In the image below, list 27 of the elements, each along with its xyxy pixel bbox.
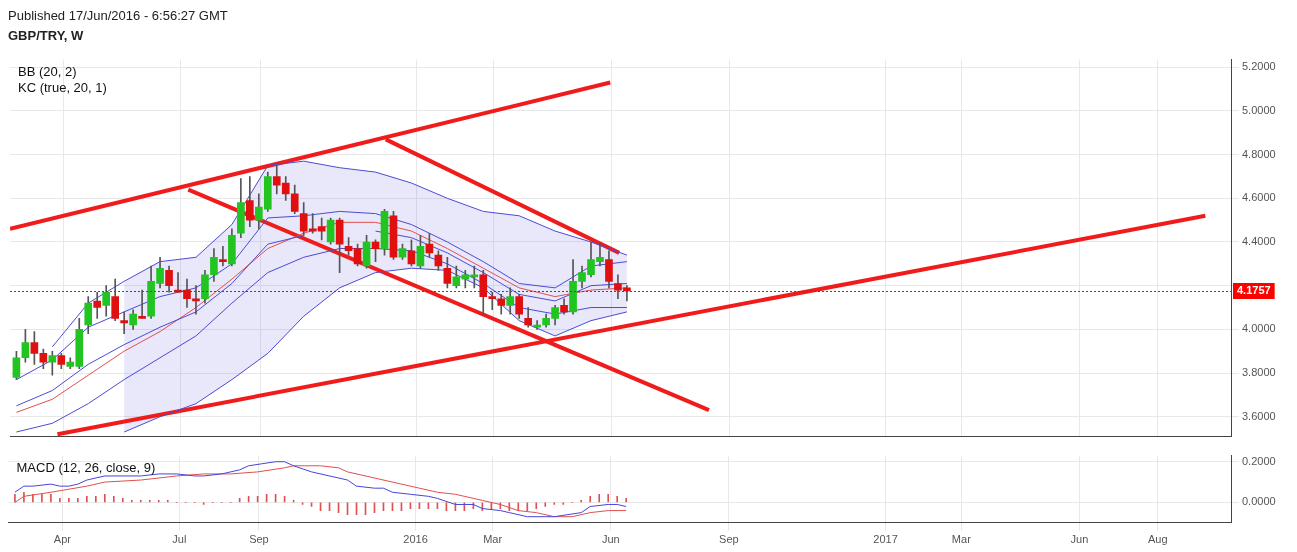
y-tick-label: 3.6000 <box>1242 409 1276 422</box>
x-tick-label: Jun <box>1070 533 1089 546</box>
x-tick-label: 2017 <box>873 533 898 546</box>
annotation: BB (20, 2) <box>18 63 77 79</box>
y-tick-label: 4.4000 <box>1242 235 1276 248</box>
x-tick-label: Jul <box>172 533 187 546</box>
annotation: KC (true, 20, 1) <box>18 79 107 95</box>
y-tick-label: 3.8000 <box>1242 366 1276 379</box>
y-tick-label: 0.0000 <box>1242 495 1276 508</box>
x-tick-label: Sep <box>249 533 269 546</box>
chart-title: GBP/TRY, W <box>8 28 85 45</box>
chart-subtitle: Published 17/Jun/2016 - 6:56:27 GMT <box>8 8 229 25</box>
x-tick-label: Mar <box>483 533 503 546</box>
x-tick-label: Sep <box>719 533 739 546</box>
x-tick-label: 2016 <box>403 533 428 546</box>
y-tick-label: 5.2000 <box>1242 60 1276 73</box>
y-tick-label: 5.0000 <box>1242 103 1276 116</box>
ref-line-label: 4.1757 <box>1237 284 1271 297</box>
y-tick-label: 0.2000 <box>1242 454 1276 467</box>
x-tick-label: Mar <box>951 533 972 546</box>
y-tick-label: 4.8000 <box>1242 147 1276 160</box>
y-tick-label: 4.0000 <box>1242 322 1276 335</box>
y-tick-label: 4.6000 <box>1242 191 1276 204</box>
chart-title: MACD (12, 26, close, 9) <box>16 459 156 475</box>
x-tick-label: Aug <box>1148 533 1168 546</box>
x-tick-label: Apr <box>53 533 72 546</box>
x-tick-label: Jun <box>601 533 620 546</box>
